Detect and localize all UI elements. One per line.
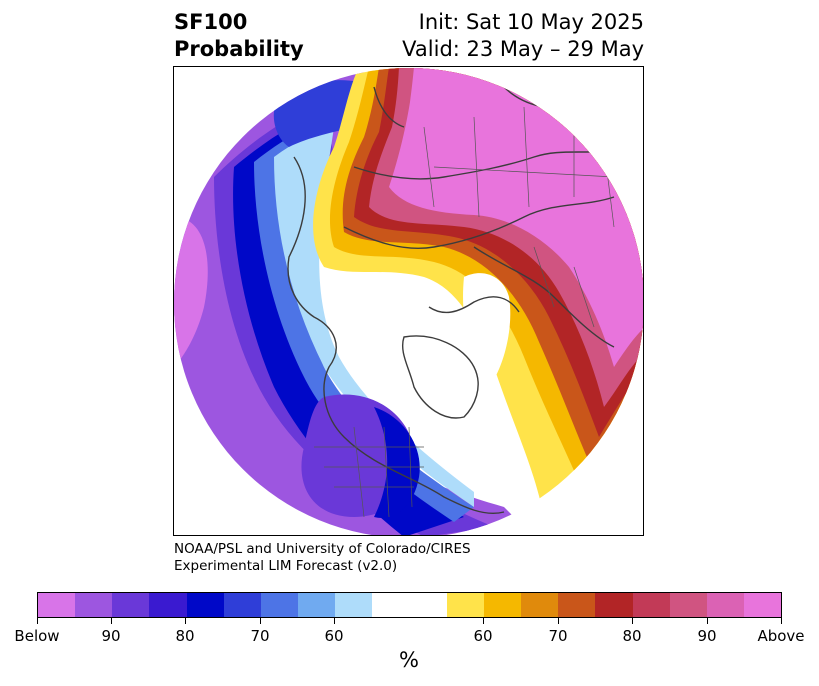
colorbar-unit: % [399,648,419,672]
credit-line-1: NOAA/PSL and University of Colorado/CIRE… [174,541,471,557]
colorbar-tick [707,618,708,624]
colorbar-tick [558,618,559,624]
colorbar-segment [372,593,410,617]
colorbar-segment [632,593,670,617]
colorbar-segment [743,593,782,617]
title-line-1: SF100 [174,10,248,34]
forecast-dates: Init: Sat 10 May 2025 Valid: 23 May – 29… [402,9,644,63]
colorbar-tick [334,618,335,624]
colorbar-segment [521,593,559,617]
colorbar-tick [185,618,186,624]
colorbar-segment [335,593,373,617]
colorbar-tick [37,618,38,624]
colorbar-tick-label: 60 [473,627,493,645]
colorbar-segment [409,593,447,617]
title-line-2: Probability [174,37,304,61]
colorbar-tick [111,618,112,624]
colorbar-tick-label: 60 [324,627,344,645]
colorbar-tick-label: 70 [250,627,270,645]
colorbar-segment [595,593,633,617]
colorbar-segment [483,593,522,617]
credit-line-2: Experimental LIM Forecast (v2.0) [174,558,398,574]
credit-text: NOAA/PSL and University of Colorado/CIRE… [174,541,471,575]
colorbar-segment [112,593,150,617]
map-title: SF100 Probability [174,9,304,63]
colorbar-tick-label: 90 [101,627,121,645]
colorbar-segment [186,593,224,617]
colorbar [37,592,782,618]
colorbar-tick [260,618,261,624]
valid-range: Valid: 23 May – 29 May [402,37,644,61]
colorbar-segment [669,593,707,617]
colorbar-tick-label: Below [14,627,60,645]
colorbar-segment [558,593,596,617]
colorbar-tick [632,618,633,624]
colorbar-segment [149,593,187,617]
init-date: Init: Sat 10 May 2025 [418,10,644,34]
colorbar-segment [75,593,113,617]
colorbar-segment [706,593,744,617]
borders [314,106,615,518]
colorbar-tick-label: 80 [622,627,642,645]
polar-probability-map [174,68,643,535]
colorbar-segment [446,593,484,617]
colorbar-tick-label: 80 [175,627,195,645]
colorbar-tick-label: 70 [548,627,568,645]
colorbar-tick-label: 90 [697,627,717,645]
colorbar-tick-label: Above [757,627,805,645]
below-region-strong [174,217,208,367]
colorbar-segment [298,593,336,617]
colorbar-segment [260,593,299,617]
colorbar-tick [483,618,484,624]
polar-map-frame [173,66,644,536]
colorbar-segment [38,593,76,617]
colorbar-segment [223,593,261,617]
colorbar-tick [781,618,782,624]
